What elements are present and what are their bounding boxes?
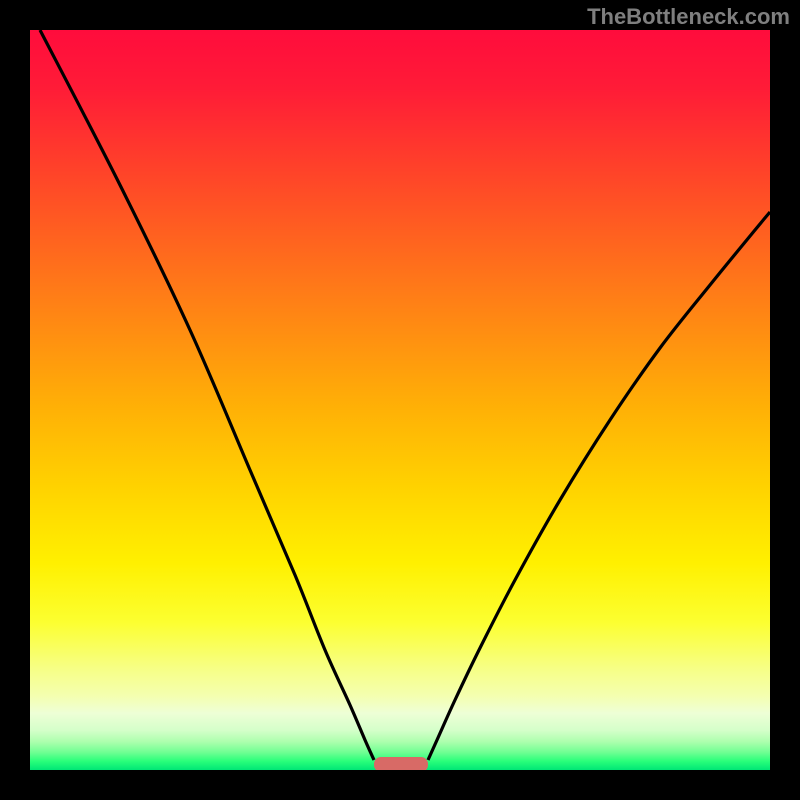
chart-svg xyxy=(0,0,800,800)
bottleneck-marker xyxy=(374,757,428,772)
gradient-background xyxy=(30,30,770,770)
watermark-text: TheBottleneck.com xyxy=(587,4,790,30)
chart-canvas: { "watermark": { "text": "TheBottleneck.… xyxy=(0,0,800,800)
